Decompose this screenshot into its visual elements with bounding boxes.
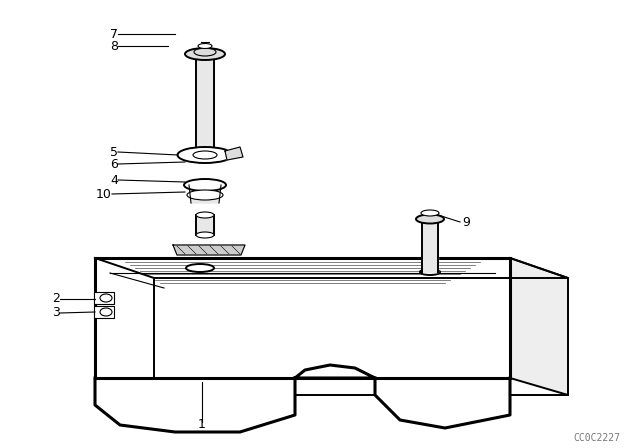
Ellipse shape (184, 179, 226, 191)
Text: CC0C2227: CC0C2227 (573, 433, 620, 443)
Text: 10: 10 (96, 188, 112, 201)
Ellipse shape (421, 210, 439, 216)
Polygon shape (375, 378, 510, 428)
Polygon shape (196, 57, 214, 148)
Polygon shape (95, 378, 295, 432)
Ellipse shape (420, 269, 440, 275)
Ellipse shape (198, 43, 212, 48)
Bar (94, 292, 114, 304)
Text: 8: 8 (110, 39, 118, 52)
Ellipse shape (416, 215, 444, 224)
Text: 5: 5 (110, 146, 118, 159)
Text: 2: 2 (52, 293, 60, 306)
Polygon shape (225, 147, 243, 160)
Text: 6: 6 (110, 158, 118, 171)
Polygon shape (95, 258, 568, 278)
Ellipse shape (185, 48, 225, 60)
Ellipse shape (186, 264, 214, 272)
Polygon shape (173, 245, 245, 255)
Text: 9: 9 (462, 215, 470, 228)
Text: 4: 4 (110, 173, 118, 186)
Bar (94, 306, 114, 318)
Polygon shape (95, 258, 510, 378)
Ellipse shape (196, 212, 214, 218)
Ellipse shape (196, 232, 214, 238)
Text: 7: 7 (110, 27, 118, 40)
Polygon shape (196, 215, 214, 235)
Polygon shape (422, 219, 438, 272)
Polygon shape (189, 185, 221, 203)
Text: 3: 3 (52, 306, 60, 319)
Text: 1: 1 (198, 418, 206, 431)
Ellipse shape (187, 190, 223, 200)
Polygon shape (295, 365, 375, 378)
Ellipse shape (177, 147, 232, 163)
Polygon shape (510, 258, 568, 395)
